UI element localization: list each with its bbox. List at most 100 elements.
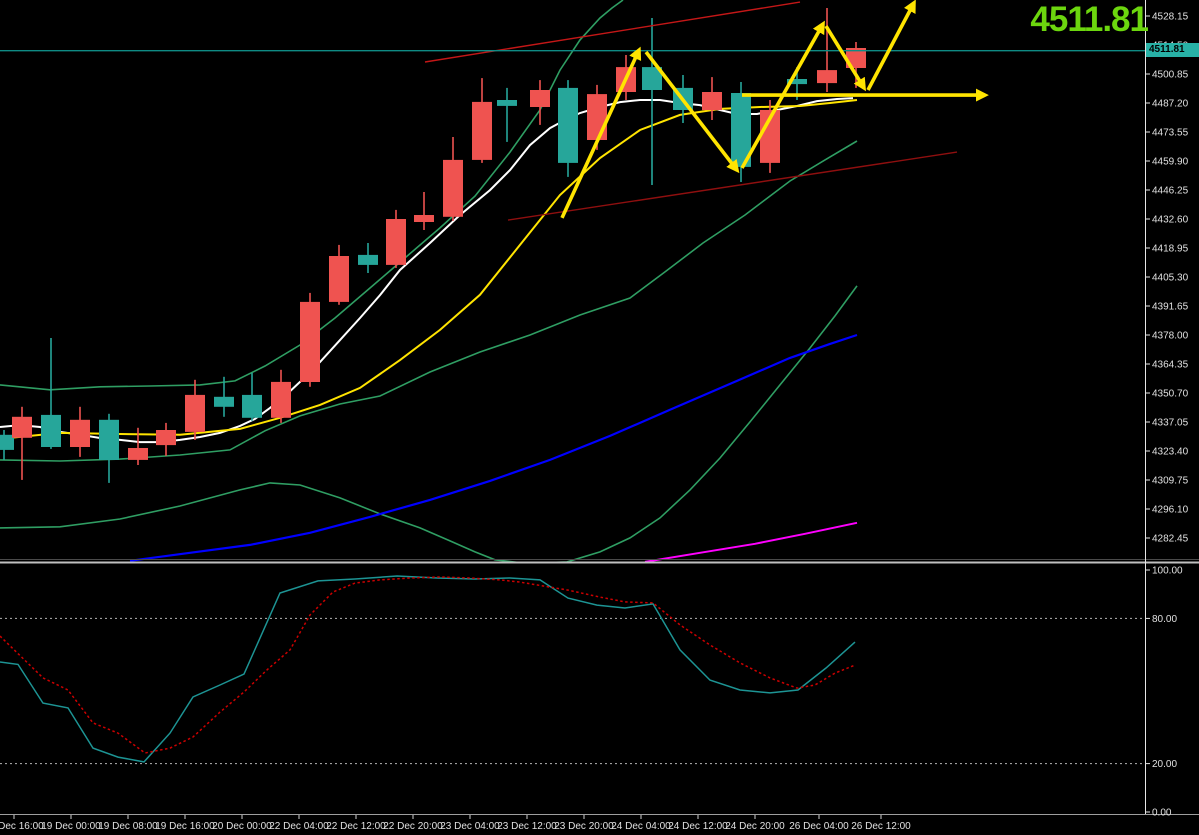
price-axis-label: 4323.40 [1152, 447, 1189, 458]
price-axis-label: 4418.95 [1152, 244, 1189, 255]
candle [329, 244, 349, 305]
blue_ma-line [129, 333, 858, 562]
candle-body [156, 430, 176, 446]
time-axis-label: 26 Dec 04:00 [789, 821, 849, 832]
candle [472, 78, 492, 163]
trend-arrow[interactable] [644, 50, 740, 174]
price-axis-label: 4350.70 [1152, 389, 1189, 400]
price-axis-label: 4337.05 [1152, 418, 1189, 429]
price-axis-label: 4391.65 [1152, 302, 1189, 313]
candle-body [817, 70, 837, 84]
candle-body [760, 110, 780, 163]
indicator-axis-label: 80.00 [1152, 614, 1177, 625]
indicator-axis-label: 0.00 [1152, 808, 1172, 819]
time-axis-label: 22 Dec 20:00 [383, 821, 443, 832]
yellow_ma-line [0, 99, 858, 440]
candle [185, 379, 205, 440]
indicator-axis-label: 100.00 [1152, 566, 1183, 577]
candle [300, 292, 320, 387]
candle-body [386, 219, 406, 265]
candle [99, 413, 119, 483]
candle [731, 82, 751, 182]
candle [156, 422, 176, 456]
price-axis-label: 4446.25 [1152, 186, 1189, 197]
price-axis-label: 4459.90 [1152, 157, 1189, 168]
time-axis-label: 19 Dec 08:00 [98, 821, 158, 832]
candle [271, 369, 291, 423]
trendline-objects[interactable] [424, 1, 958, 221]
candle [70, 406, 90, 457]
price-axis-label: 4364.35 [1152, 360, 1189, 371]
trend-arrow[interactable] [560, 46, 642, 219]
candle [558, 80, 578, 177]
time-axis-label: 22 Dec 12:00 [326, 821, 386, 832]
candle [41, 338, 61, 449]
candle [128, 427, 148, 465]
trend-arrow-objects[interactable] [560, 0, 989, 219]
price-axis-label: 4309.75 [1152, 476, 1189, 487]
candle [414, 192, 434, 230]
time-axis-label: 23 Dec 04:00 [440, 821, 500, 832]
oscillator-signal-line [0, 576, 856, 754]
trendline[interactable] [507, 151, 958, 221]
candle-body [271, 381, 291, 418]
candle-body [443, 159, 463, 217]
candle-body [12, 416, 32, 438]
oscillator-panel [0, 575, 1145, 765]
time-axis-label: 23 Dec 20:00 [554, 821, 614, 832]
candle-body [128, 448, 148, 460]
time-axis-label: 24 Dec 04:00 [611, 821, 671, 832]
candle-body [358, 254, 378, 265]
candle-body [587, 94, 607, 140]
current-price-tag: 4511.81 [1146, 43, 1199, 57]
price-axis-label: 4473.55 [1152, 128, 1189, 139]
candle-body [185, 394, 205, 432]
candle-body [242, 394, 262, 418]
candle [530, 80, 550, 125]
candle-body [0, 434, 14, 450]
candle-body [731, 93, 751, 167]
trend-arrow[interactable] [824, 25, 867, 92]
candle [702, 77, 722, 120]
price-axis-label: 4282.45 [1152, 534, 1189, 545]
price-axis-label: 4405.30 [1152, 273, 1189, 284]
price-axis-label: 4378.00 [1152, 331, 1189, 342]
upper_band-line [0, 0, 624, 391]
candle [214, 376, 234, 417]
indicator-lines [0, 0, 858, 564]
candle [358, 243, 378, 273]
candle-body [846, 48, 866, 68]
time-axis-label: 20 Dec 00:00 [212, 821, 272, 832]
oscillator-main-line [0, 575, 856, 763]
candle [642, 18, 662, 185]
magenta_ma-line [644, 521, 858, 563]
candle [760, 100, 780, 173]
candle [443, 137, 463, 221]
green_ma_long-line [0, 285, 858, 564]
candle-body [472, 101, 492, 160]
time-axis-label: 19 Dec 00:00 [41, 821, 101, 832]
white_ma-line [0, 97, 854, 444]
time-axis-label: 24 Dec 12:00 [668, 821, 728, 832]
panel-borders [0, 0, 1199, 815]
candle-body [702, 92, 722, 111]
last-price-display: 4511.81 [1030, 0, 1149, 39]
indicator-axis-label: 20.00 [1152, 759, 1177, 770]
lower_band-line [0, 140, 858, 462]
time-axis-label: 26 Dec 12:00 [851, 821, 911, 832]
candle [497, 87, 517, 142]
trendline[interactable] [424, 1, 801, 63]
time-axis-label: 22 Dec 04:00 [269, 821, 329, 832]
candle [386, 209, 406, 268]
candle-body [329, 256, 349, 302]
time-axis-label: 23 Dec 12:00 [497, 821, 557, 832]
candlesticks [0, 8, 866, 483]
time-axis-label: 19 Dec 16:00 [155, 821, 215, 832]
trend-arrow[interactable] [866, 0, 916, 91]
candle [0, 430, 14, 460]
candle-body [99, 419, 119, 460]
price-axis-label: 4500.85 [1152, 70, 1189, 81]
